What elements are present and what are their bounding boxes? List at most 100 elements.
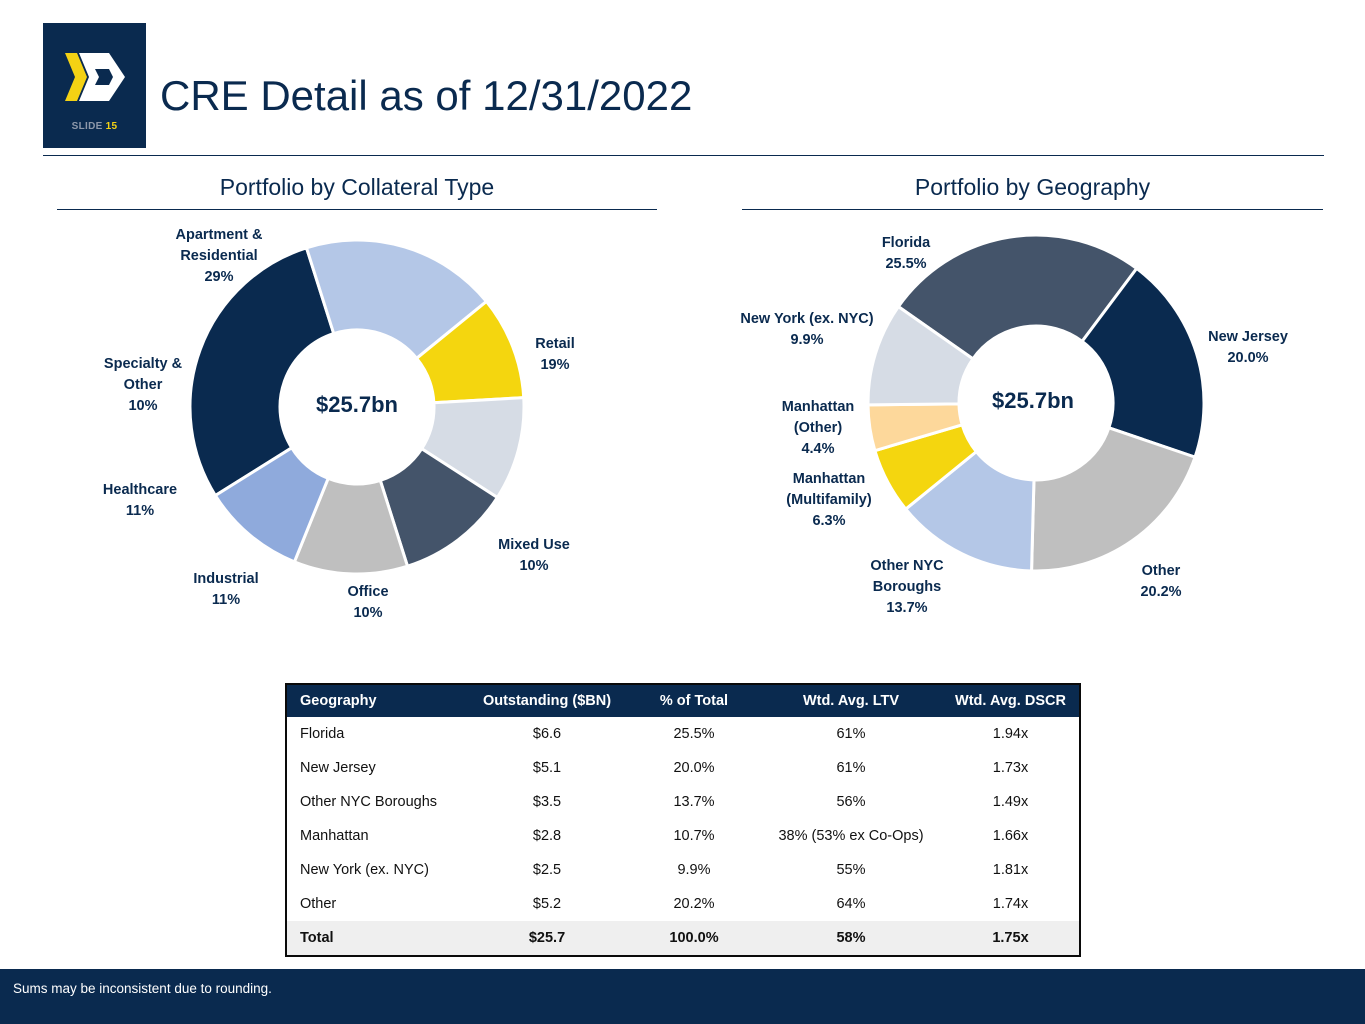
slice-label-name: Other: [123, 377, 163, 393]
donut-slice-new-york-ex-nyc: [866, 304, 976, 407]
donut-slice-new-jersey: [1080, 266, 1206, 460]
footer-note: Sums may be inconsistent due to rounding…: [13, 981, 272, 996]
cell-ltv: 56%: [836, 794, 866, 810]
geography-table: Geography Outstanding ($BN) % of Total W…: [285, 683, 1081, 957]
slice-label: Specialty & Other 10%: [104, 354, 182, 417]
cell-dscr: 1.74x: [992, 896, 1029, 912]
table-row: New Jersey $5.1 20.0% 61% 1.73x: [286, 751, 1080, 785]
slice-label-name: New Jersey: [1208, 329, 1288, 345]
slice-label-pct: 29%: [204, 269, 234, 285]
slice-label: Manhattan (Multifamily) 6.3%: [786, 469, 871, 532]
logo-chevron-icon: [65, 53, 125, 101]
slice-label-pct: 10%: [128, 398, 158, 414]
slice-label-pct: 25.5%: [885, 256, 927, 272]
footer-bar: Sums may be inconsistent due to rounding…: [0, 969, 1365, 1024]
slice-label: Apartment & Residential 29%: [175, 225, 262, 288]
slice-label: Mixed Use 10%: [498, 535, 570, 577]
slice-label-name: (Other): [793, 420, 843, 436]
donut-slice-apartment-residential: [188, 245, 336, 498]
slice-label: Office 10%: [347, 582, 388, 624]
slice-label-name: Retail: [535, 336, 575, 352]
slice-label-name: Mixed Use: [498, 537, 570, 553]
slice-label: New Jersey 20.0%: [1208, 327, 1288, 369]
table-header-row: Geography Outstanding ($BN) % of Total W…: [286, 684, 1080, 717]
slice-label-name: Other: [1141, 563, 1181, 579]
slice-label-pct: 9.9%: [790, 332, 824, 348]
table-row: New York (ex. NYC) $2.5 9.9% 55% 1.81x: [286, 853, 1080, 887]
slice-label: Florida 25.5%: [882, 233, 930, 275]
slice-label: New York (ex. NYC) 9.9%: [740, 309, 873, 351]
collateral-donut-chart: [188, 238, 526, 576]
geography-center-total: $25.7bn: [992, 388, 1074, 413]
col-header-ltv: Wtd. Avg. LTV: [760, 684, 942, 717]
slice-label: Retail 19%: [535, 334, 575, 376]
table-row: Other NYC Boroughs $3.5 13.7% 56% 1.49x: [286, 785, 1080, 819]
slice-label-name: Residential: [180, 248, 258, 264]
title-divider: [43, 155, 1324, 156]
cell-geography: New Jersey: [300, 760, 376, 776]
cell-outstanding: $5.1: [532, 760, 562, 776]
slice-label-name: (Multifamily): [786, 492, 872, 508]
slice-label-name: Industrial: [193, 571, 259, 587]
slice-label-name: Apartment &: [175, 227, 263, 243]
slice-label-name: Specialty &: [103, 356, 183, 372]
cell-pct-total: 25.5%: [673, 726, 715, 742]
cell-ltv: 55%: [836, 862, 866, 878]
slice-label-pct: 11%: [125, 503, 155, 519]
cell-dscr: 1.81x: [992, 862, 1029, 878]
cell-pct-total: 10.7%: [673, 828, 715, 844]
donut-slice-specialty-other: [213, 445, 331, 564]
cell-dscr: 1.73x: [992, 760, 1029, 776]
total-cell-pct-total: 100.0%: [628, 921, 760, 956]
cell-outstanding: $3.5: [532, 794, 562, 810]
slice-label-name: Florida: [881, 235, 931, 251]
slice-label-pct: 20.0%: [1227, 350, 1269, 366]
cell-pct-total: 9.9%: [677, 862, 711, 878]
col-header-pct-total: % of Total: [628, 684, 760, 717]
slice-label-pct: 6.3%: [812, 513, 846, 529]
col-header-geography: Geography: [286, 684, 466, 717]
geography-chart-title: Portfolio by Geography: [914, 174, 1151, 200]
cell-geography: Other: [300, 896, 337, 912]
slice-label-name: Office: [347, 584, 389, 600]
slice-label-name: Healthcare: [102, 482, 178, 498]
cell-geography: New York (ex. NYC): [300, 862, 429, 878]
slice-label: Other NYC Boroughs 13.7%: [870, 556, 943, 619]
cell-geography: Other NYC Boroughs: [300, 794, 438, 810]
collateral-chart-title: Portfolio by Collateral Type: [219, 174, 495, 200]
total-cell-dscr: 1.75x: [942, 921, 1080, 956]
cell-geography: Florida: [300, 726, 345, 742]
cell-ltv: 64%: [836, 896, 866, 912]
slice-label-name: Manhattan: [792, 471, 866, 487]
logo: SLIDE 15: [43, 23, 146, 148]
slice-label-pct: 4.4%: [801, 441, 835, 457]
donut-slice-other: [1030, 425, 1197, 573]
slice-label-pct: 20.2%: [1140, 584, 1182, 600]
cell-ltv: 61%: [836, 760, 866, 776]
cell-outstanding: $6.6: [532, 726, 562, 742]
collateral-title-rule: [57, 209, 657, 210]
cell-pct-total: 13.7%: [673, 794, 715, 810]
table-row: Florida $6.6 25.5% 61% 1.94x: [286, 717, 1080, 751]
slice-label-pct: 13.7%: [886, 600, 928, 616]
total-cell-ltv: 58%: [760, 921, 942, 956]
cell-outstanding: $2.5: [532, 862, 562, 878]
slice-label-pct: 10%: [353, 605, 383, 621]
slice-label-name: Boroughs: [872, 579, 942, 595]
slice-label-name: New York (ex. NYC): [740, 311, 874, 327]
table-row: Manhattan $2.8 10.7% 38% (53% ex Co-Ops) 1.6…: [286, 819, 1080, 853]
table-row: Other $5.2 20.2% 64% 1.74x: [286, 887, 1080, 921]
cell-pct-total: 20.0%: [673, 760, 715, 776]
table-total-row: Total $25.7 100.0% 58% 1.75x: [286, 921, 1080, 956]
collateral-center-total: $25.7bn: [316, 392, 398, 417]
donut-slice-retail: [304, 238, 489, 361]
slice-label: Manhattan (Other) 4.4%: [782, 397, 855, 460]
total-cell-geography: Total: [286, 921, 466, 956]
slice-label: Industrial 11%: [193, 569, 258, 611]
cell-dscr: 1.66x: [992, 828, 1029, 844]
page-title: CRE Detail as of 12/31/2022: [160, 72, 693, 119]
col-header-outstanding: Outstanding ($BN): [466, 684, 628, 717]
slide-number: SLIDE 15: [71, 121, 118, 132]
donut-slice-florida: [896, 233, 1139, 361]
col-header-dscr: Wtd. Avg. DSCR: [942, 684, 1080, 717]
